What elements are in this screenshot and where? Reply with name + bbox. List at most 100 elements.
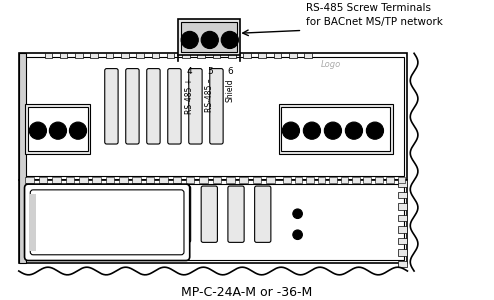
FancyBboxPatch shape (254, 186, 271, 242)
Text: RS-485 –: RS-485 – (206, 78, 214, 112)
Circle shape (350, 127, 358, 134)
Bar (44, 53, 52, 58)
Bar (398, 260, 408, 267)
Circle shape (181, 32, 198, 49)
Bar (295, 177, 302, 183)
Circle shape (186, 36, 194, 44)
Bar (352, 177, 360, 183)
FancyBboxPatch shape (168, 69, 181, 144)
Text: RS-485 Screw Terminals
for BACnet MS/TP network: RS-485 Screw Terminals for BACnet MS/TP … (306, 3, 443, 27)
Circle shape (367, 122, 383, 139)
Bar (228, 53, 236, 58)
Bar (106, 53, 113, 58)
Circle shape (221, 32, 239, 49)
Bar (23, 184, 404, 260)
Bar (289, 53, 297, 58)
Bar (182, 53, 190, 58)
FancyBboxPatch shape (148, 186, 164, 242)
Bar (152, 53, 159, 58)
Circle shape (308, 127, 316, 134)
Bar (329, 177, 337, 183)
Bar (398, 249, 408, 256)
Circle shape (206, 36, 213, 44)
Bar (66, 177, 74, 183)
Circle shape (371, 127, 379, 134)
Bar (106, 177, 114, 183)
Bar (26, 104, 90, 154)
Bar (282, 107, 390, 151)
Bar (398, 215, 408, 221)
Circle shape (29, 122, 46, 139)
Bar (243, 53, 251, 58)
Bar (386, 177, 394, 183)
Circle shape (295, 212, 300, 216)
Text: RS-485 +: RS-485 + (185, 78, 194, 114)
FancyBboxPatch shape (174, 186, 191, 242)
FancyBboxPatch shape (25, 184, 190, 260)
Circle shape (303, 122, 321, 139)
Bar (90, 53, 98, 58)
Bar (26, 177, 34, 183)
Bar (19, 53, 408, 180)
Bar (167, 53, 174, 58)
Bar (28, 107, 87, 151)
Circle shape (54, 127, 62, 134)
Circle shape (295, 232, 300, 237)
Bar (398, 177, 406, 183)
Text: Logo: Logo (321, 60, 341, 69)
Bar (197, 53, 205, 58)
Bar (181, 22, 238, 52)
FancyBboxPatch shape (147, 69, 160, 144)
Text: Shield: Shield (225, 78, 234, 102)
Bar (398, 192, 408, 199)
Bar (398, 238, 408, 244)
Bar (39, 177, 47, 183)
Bar (226, 177, 235, 183)
Bar (306, 177, 314, 183)
Bar (258, 53, 266, 58)
Bar (375, 177, 382, 183)
Circle shape (34, 127, 42, 134)
Bar (146, 177, 155, 183)
Bar (212, 53, 220, 58)
Bar (119, 177, 127, 183)
Circle shape (201, 32, 218, 49)
Text: 4: 4 (187, 67, 193, 76)
Circle shape (287, 127, 295, 134)
Bar (398, 203, 408, 210)
Bar (240, 177, 248, 183)
FancyBboxPatch shape (228, 186, 244, 242)
Bar (212, 177, 221, 183)
FancyBboxPatch shape (210, 69, 223, 144)
Bar (136, 53, 144, 58)
Bar (23, 57, 404, 176)
Text: 6: 6 (227, 67, 233, 76)
Bar (253, 177, 261, 183)
Bar (186, 177, 195, 183)
Bar (79, 177, 87, 183)
FancyBboxPatch shape (189, 69, 202, 144)
Bar (398, 180, 408, 187)
Bar (283, 177, 291, 183)
Bar (178, 19, 240, 55)
Circle shape (283, 122, 299, 139)
Circle shape (226, 36, 234, 44)
Circle shape (329, 127, 337, 134)
Bar (279, 104, 393, 154)
Bar (60, 53, 68, 58)
Circle shape (49, 122, 67, 139)
Bar (29, 194, 36, 251)
Text: MP-C-24A-M or -36-M: MP-C-24A-M or -36-M (181, 286, 313, 298)
Circle shape (293, 209, 302, 218)
Bar (132, 177, 141, 183)
Bar (199, 177, 208, 183)
FancyBboxPatch shape (30, 190, 184, 255)
Bar (159, 177, 168, 183)
Circle shape (70, 122, 86, 139)
Bar (75, 53, 83, 58)
Bar (121, 53, 128, 58)
Circle shape (293, 230, 302, 239)
Bar (19, 180, 408, 263)
Bar (52, 177, 61, 183)
FancyBboxPatch shape (105, 69, 118, 144)
